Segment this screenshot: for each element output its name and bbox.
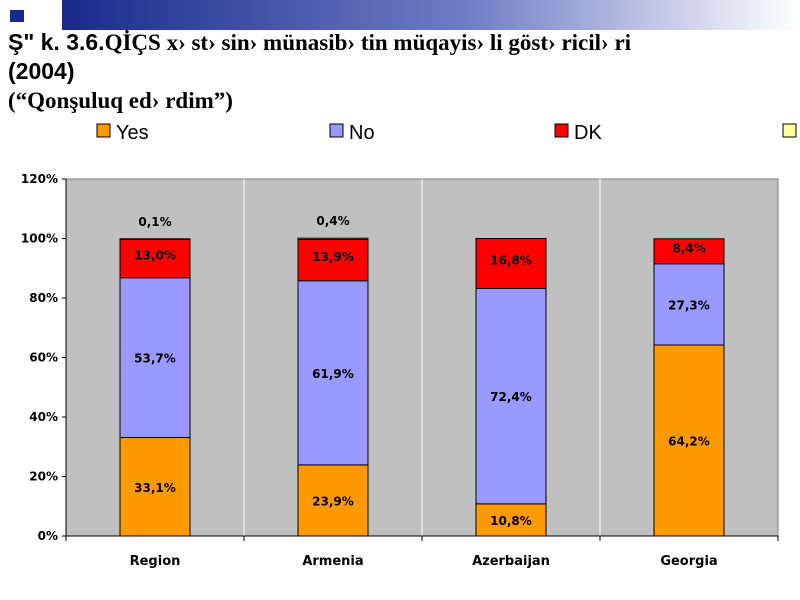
data-label-dk: 13,0%	[134, 248, 176, 262]
y-tick-label: 0%	[38, 529, 58, 543]
title-line-1-prefix: Ş" k. 3.6.	[8, 29, 105, 55]
data-label-yes: 10,8%	[490, 514, 532, 528]
data-label-dk: 16,8%	[490, 253, 532, 267]
data-label-yes: 64,2%	[668, 435, 710, 449]
bar-segment-yes	[119, 437, 191, 537]
y-tick-label: 100%	[21, 232, 58, 246]
bar-segment-yes	[297, 464, 369, 537]
data-label-no: 61,9%	[312, 367, 354, 381]
legend-label-no: No	[349, 122, 375, 144]
data-label-no: 72,4%	[490, 390, 532, 404]
bar-segment-dk	[653, 238, 725, 265]
data-label-fourth: 0,4%	[316, 214, 349, 228]
category-label: Region	[130, 554, 181, 569]
data-label-no: 27,3%	[668, 298, 710, 312]
slide-title: Ş" k. 3.6.QİÇS x› st› sin› münasib› tin …	[8, 28, 798, 115]
y-tick-label: 80%	[29, 291, 58, 305]
bar-segment-yes	[653, 344, 725, 537]
bar-segment-dk	[475, 238, 547, 289]
legend-swatch-fourth	[782, 123, 797, 138]
stacked-bar-chart: Yes No DK 0% 20% 40% 60% 80% 100% 120% 33,1% 53,7% 1…	[21, 122, 797, 569]
data-label-no: 53,7%	[134, 352, 176, 366]
header-square-large	[22, 0, 58, 26]
category-label: Azerbaijan	[472, 554, 550, 569]
legend-label-yes: Yes	[116, 122, 149, 144]
bar-segment-fourth	[297, 237, 369, 240]
data-label-dk: 13,9%	[312, 250, 354, 264]
category-label: Armenia	[302, 554, 363, 569]
header-band-fill	[62, 0, 800, 30]
data-label-fourth: 0,1%	[138, 215, 171, 229]
legend-swatch-no	[329, 123, 344, 138]
y-tick-label: 20%	[29, 470, 58, 484]
title-line-2: (2004)	[8, 58, 75, 84]
data-label-dk: 8,4%	[672, 241, 705, 255]
y-tick-label: 60%	[29, 351, 58, 365]
y-tick-label: 40%	[29, 410, 58, 424]
data-label-yes: 23,9%	[312, 494, 354, 508]
y-tick-label: 120%	[21, 172, 58, 186]
bar-segment-no	[119, 277, 191, 439]
bar-segment-no	[653, 263, 725, 346]
legend-label-dk: DK	[574, 122, 602, 144]
bar-segment-no	[297, 280, 369, 466]
bar-segment-no	[475, 287, 547, 505]
category-label: Georgia	[660, 554, 717, 569]
bar-segment-fourth	[119, 238, 191, 240]
header-square-accent	[10, 10, 24, 22]
title-line-1-rest: QİÇS x› st› sin› münasib› tin müqayis› l…	[104, 30, 632, 55]
data-label-yes: 33,1%	[134, 481, 176, 495]
header-band	[10, 0, 800, 30]
legend-swatch-yes	[96, 123, 111, 138]
title-line-1: Ş" k. 3.6.QİÇS x› st› sin› münasib› tin …	[8, 28, 798, 57]
bar-segment-dk	[119, 238, 191, 279]
legend-swatch-dk	[554, 123, 569, 138]
title-line-3: (“Qonşuluq ed› rdim”)	[8, 88, 233, 113]
bar-segment-yes	[475, 503, 547, 537]
